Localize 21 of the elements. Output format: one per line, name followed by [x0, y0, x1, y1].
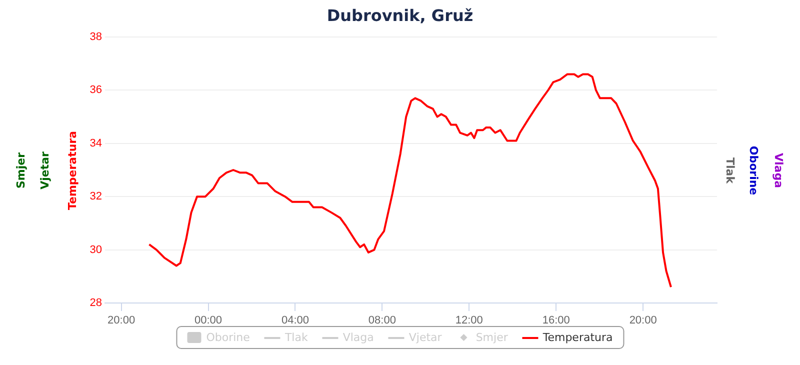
legend-label: Temperatura	[542, 331, 613, 344]
y-tick-label: 30	[90, 244, 102, 256]
text: Smjer	[14, 152, 28, 188]
x-tick-label: 20:00	[629, 314, 657, 327]
y-tick-label: 34	[90, 137, 102, 150]
y-tick-label: 36	[90, 84, 102, 96]
x-tick-label: 12:00	[455, 314, 483, 327]
y-tick-label: 32	[90, 190, 102, 203]
text: Tlak	[724, 156, 737, 184]
x-tick-label: 08:00	[368, 314, 396, 327]
x-tick-label: 16:00	[542, 314, 570, 327]
x-tick-label: 00:00	[194, 314, 222, 327]
text: Vjetar	[38, 151, 52, 189]
y-tick-label: 28	[90, 297, 102, 310]
y-tick-label: 38	[90, 31, 102, 44]
x-tick-label: 04:00	[281, 314, 309, 327]
x-tick-label: 20:00	[108, 314, 136, 327]
text: Vlaga	[772, 152, 785, 188]
y-axis-title: Temperatura	[66, 130, 79, 210]
chart-title: Dubrovnik, Gruž	[326, 6, 474, 25]
text: Oborine	[746, 145, 760, 195]
